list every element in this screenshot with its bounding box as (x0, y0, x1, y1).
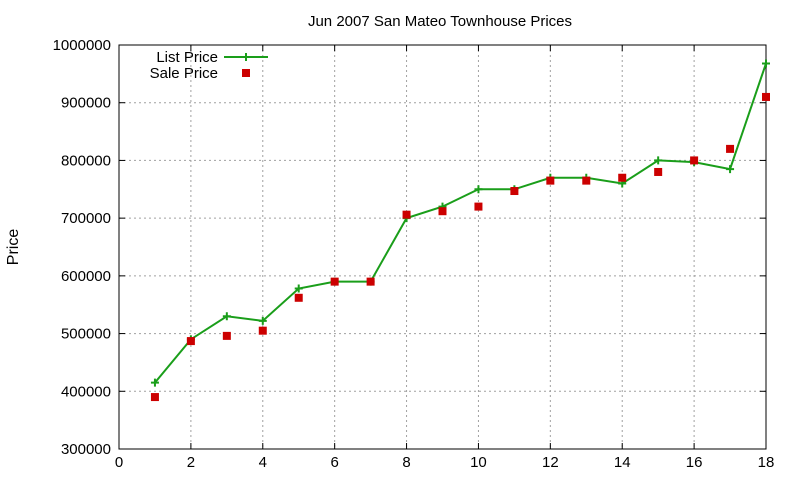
list-price-point (222, 312, 231, 321)
list-price-point (654, 156, 663, 165)
plot-frame (118, 44, 767, 450)
grid-layer (119, 45, 766, 449)
sale-price-point (186, 337, 195, 346)
y-tick-label: 800000 (61, 152, 111, 169)
sale-price-point (582, 176, 591, 185)
plot-series (150, 59, 770, 402)
sale-price-point (726, 144, 735, 153)
y-tick-label: 400000 (61, 383, 111, 400)
y-tick-label: 300000 (61, 441, 111, 458)
legend-list-price-marker (242, 53, 250, 61)
sale-price-point (690, 156, 699, 165)
sale-price-point (366, 277, 375, 286)
legend-list-price-label: List Price (156, 49, 218, 66)
sale-price-point (654, 167, 663, 176)
list-price-point (726, 165, 735, 174)
x-tick-label: 4 (259, 454, 267, 471)
x-tick-label: 10 (470, 454, 487, 471)
x-tick-label: 2 (187, 454, 195, 471)
x-tick-label: 6 (330, 454, 338, 471)
sale-price-point (510, 187, 519, 196)
sale-price-point (762, 92, 770, 101)
sale-price-point (222, 331, 231, 340)
axes: 0 2 4 6 8 10 12 14 16 18 300000 400000 500000 600000 7… (53, 37, 775, 471)
legend-sale-price-label: Sale Price (150, 65, 218, 82)
sale-price-point (474, 202, 483, 211)
series-sale-price (150, 92, 770, 402)
sale-price-point (330, 277, 339, 286)
list-price-point (294, 284, 303, 293)
x-tick-label: 12 (542, 454, 559, 471)
y-tick-label: 900000 (61, 95, 111, 112)
legend-sale-price-swatch (242, 69, 250, 77)
list-price-point (150, 378, 159, 387)
y-tick-label: 600000 (61, 268, 111, 285)
x-tick-label: 14 (614, 454, 631, 471)
list-price-line (154, 63, 767, 384)
sale-price-point (294, 293, 303, 302)
x-tick-label: 8 (402, 454, 410, 471)
sale-price-point (546, 176, 555, 185)
series-list-price (150, 59, 770, 387)
sale-price-point (258, 326, 267, 335)
x-tick-label: 0 (115, 454, 123, 471)
y-tick-label: 500000 (61, 326, 111, 343)
y-axis-title: Price (5, 229, 22, 266)
list-price-point (474, 185, 483, 194)
chart-title: Jun 2007 San Mateo Townhouse Prices (308, 13, 572, 30)
y-tick-label: 700000 (61, 210, 111, 227)
y-tick-label: 1000000 (53, 37, 111, 54)
list-price-point (762, 59, 770, 68)
sale-price-point (618, 173, 627, 182)
x-tick-label: 18 (758, 454, 775, 471)
x-tick-label: 16 (686, 454, 703, 471)
sale-price-point (438, 207, 447, 216)
sale-price-point (150, 393, 159, 402)
list-price-point (258, 316, 267, 325)
sale-price-point (402, 210, 411, 219)
